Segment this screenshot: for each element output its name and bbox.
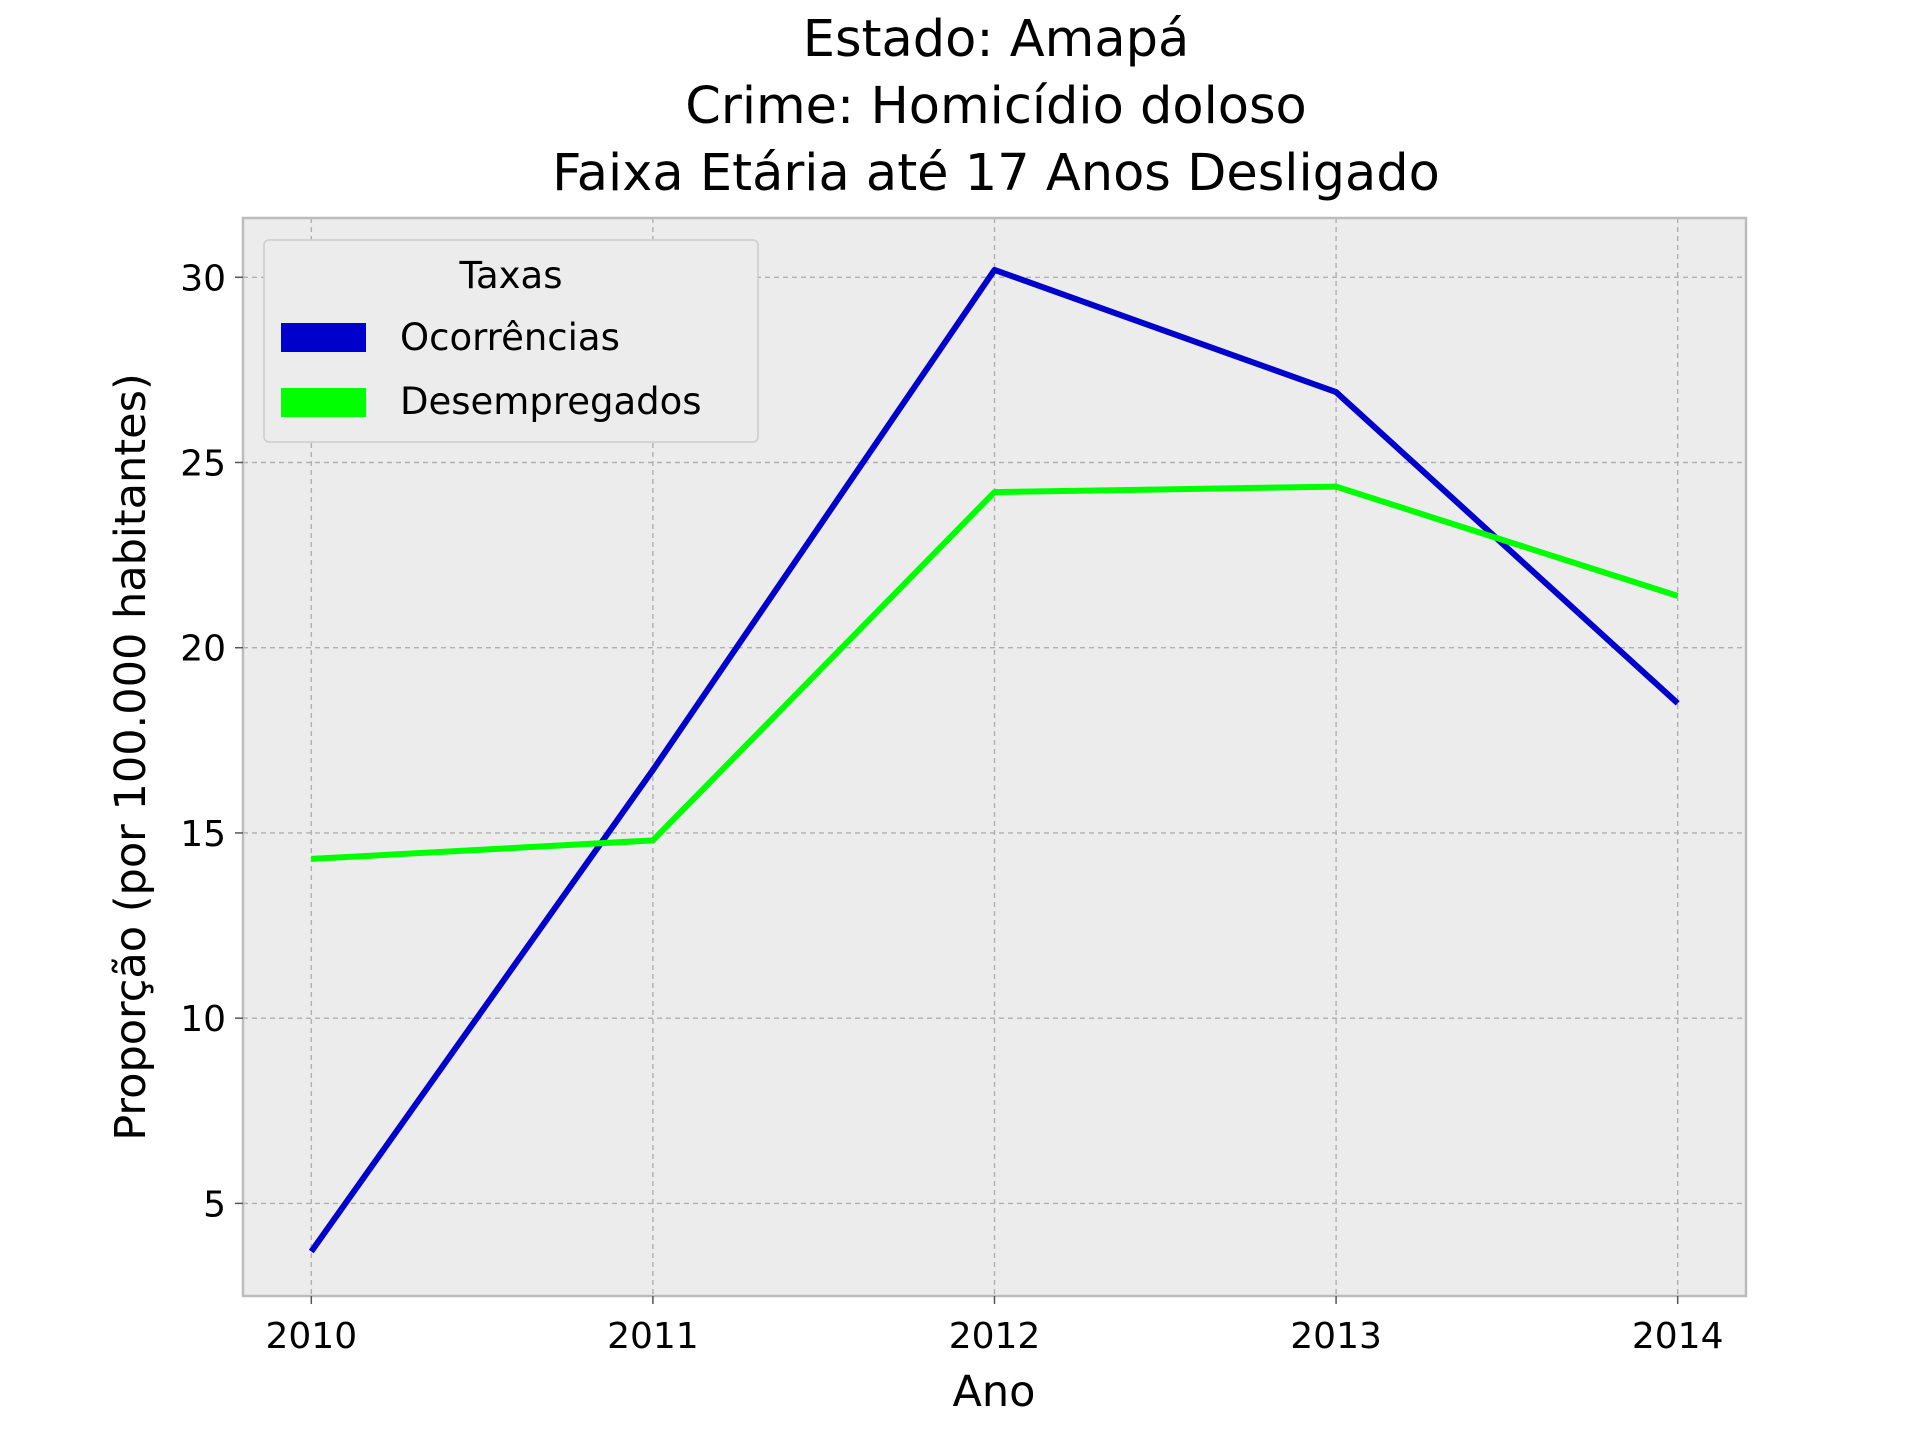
- x-axis-label: Ano: [953, 1367, 1036, 1417]
- y-tick-label-10: 10: [180, 999, 226, 1040]
- legend-swatch-ocorrencias: [281, 323, 366, 352]
- legend-swatch-desempregados: [281, 388, 366, 417]
- legend: Taxas Ocorrências Desempregados: [263, 239, 759, 443]
- x-tick-label-2010: 2010: [266, 1316, 358, 1357]
- y-tick-label-5: 5: [203, 1184, 226, 1225]
- title-line-1: Estado: Amapá: [803, 10, 1189, 69]
- legend-label-desempregados: Desempregados: [400, 380, 702, 423]
- chart-title: Estado: Amapá Crime: Homicídio doloso Fa…: [552, 10, 1440, 203]
- y-tick-label-20: 20: [180, 629, 226, 670]
- x-tick-label-2013: 2013: [1290, 1316, 1382, 1357]
- series-group: [308, 266, 1680, 1254]
- title-line-3: Faixa Etária até 17 Anos Desligado: [552, 144, 1440, 203]
- legend-box: [263, 239, 759, 443]
- legend-title: Taxas: [459, 254, 563, 297]
- legend-label-ocorrencias: Ocorrências: [400, 316, 620, 359]
- x-tick-label-2014: 2014: [1632, 1316, 1724, 1357]
- y-tick-label-15: 15: [180, 814, 226, 855]
- x-tick-label-2011: 2011: [607, 1316, 699, 1357]
- y-tick-label-30: 30: [180, 258, 226, 299]
- title-line-2: Crime: Homicídio doloso: [685, 77, 1307, 136]
- series-line-ocorrencias: [308, 266, 1680, 1254]
- series-line-desempregados: [311, 483, 1679, 862]
- grid: [243, 218, 1746, 1296]
- axis-ticks: 2010 2011 2012 2013 2014 5 10 15 20 25 30: [180, 258, 1723, 1357]
- x-tick-label-2012: 2012: [949, 1316, 1041, 1357]
- y-tick-label-25: 25: [180, 443, 226, 484]
- y-axis-label: Proporção (por 100.000 habitantes): [106, 373, 156, 1141]
